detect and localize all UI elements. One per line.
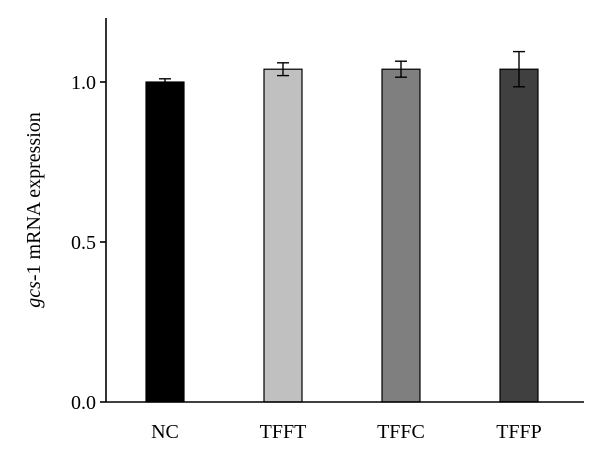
y-axis-title-italic: gcs [23, 281, 45, 308]
bar-tfft [263, 68, 303, 403]
y-tick-label: 0.5 [71, 232, 96, 254]
x-tick-label-nc: NC [151, 421, 179, 443]
bars-group [145, 68, 539, 403]
y-tick-label: 0.0 [71, 392, 96, 414]
x-tick-label-tffc: TFFC [377, 421, 425, 443]
bar-nc [145, 81, 185, 403]
y-axis-title-rest: -1 mRNA expression [23, 112, 45, 281]
y-axis-title: gcs-1 mRNA expression [23, 112, 45, 308]
x-ticks-group: NC TFFT TFFC TFFP [151, 421, 542, 443]
error-bars-group [159, 50, 525, 88]
y-tick-label: 1.0 [71, 72, 96, 94]
x-tick-label-tffp: TFFP [496, 421, 542, 443]
bar-tffp [499, 68, 539, 403]
y-ticks-group: 0.0 0.5 1.0 [71, 72, 106, 414]
bar-tffc [381, 68, 421, 403]
x-tick-label-tfft: TFFT [260, 421, 307, 443]
